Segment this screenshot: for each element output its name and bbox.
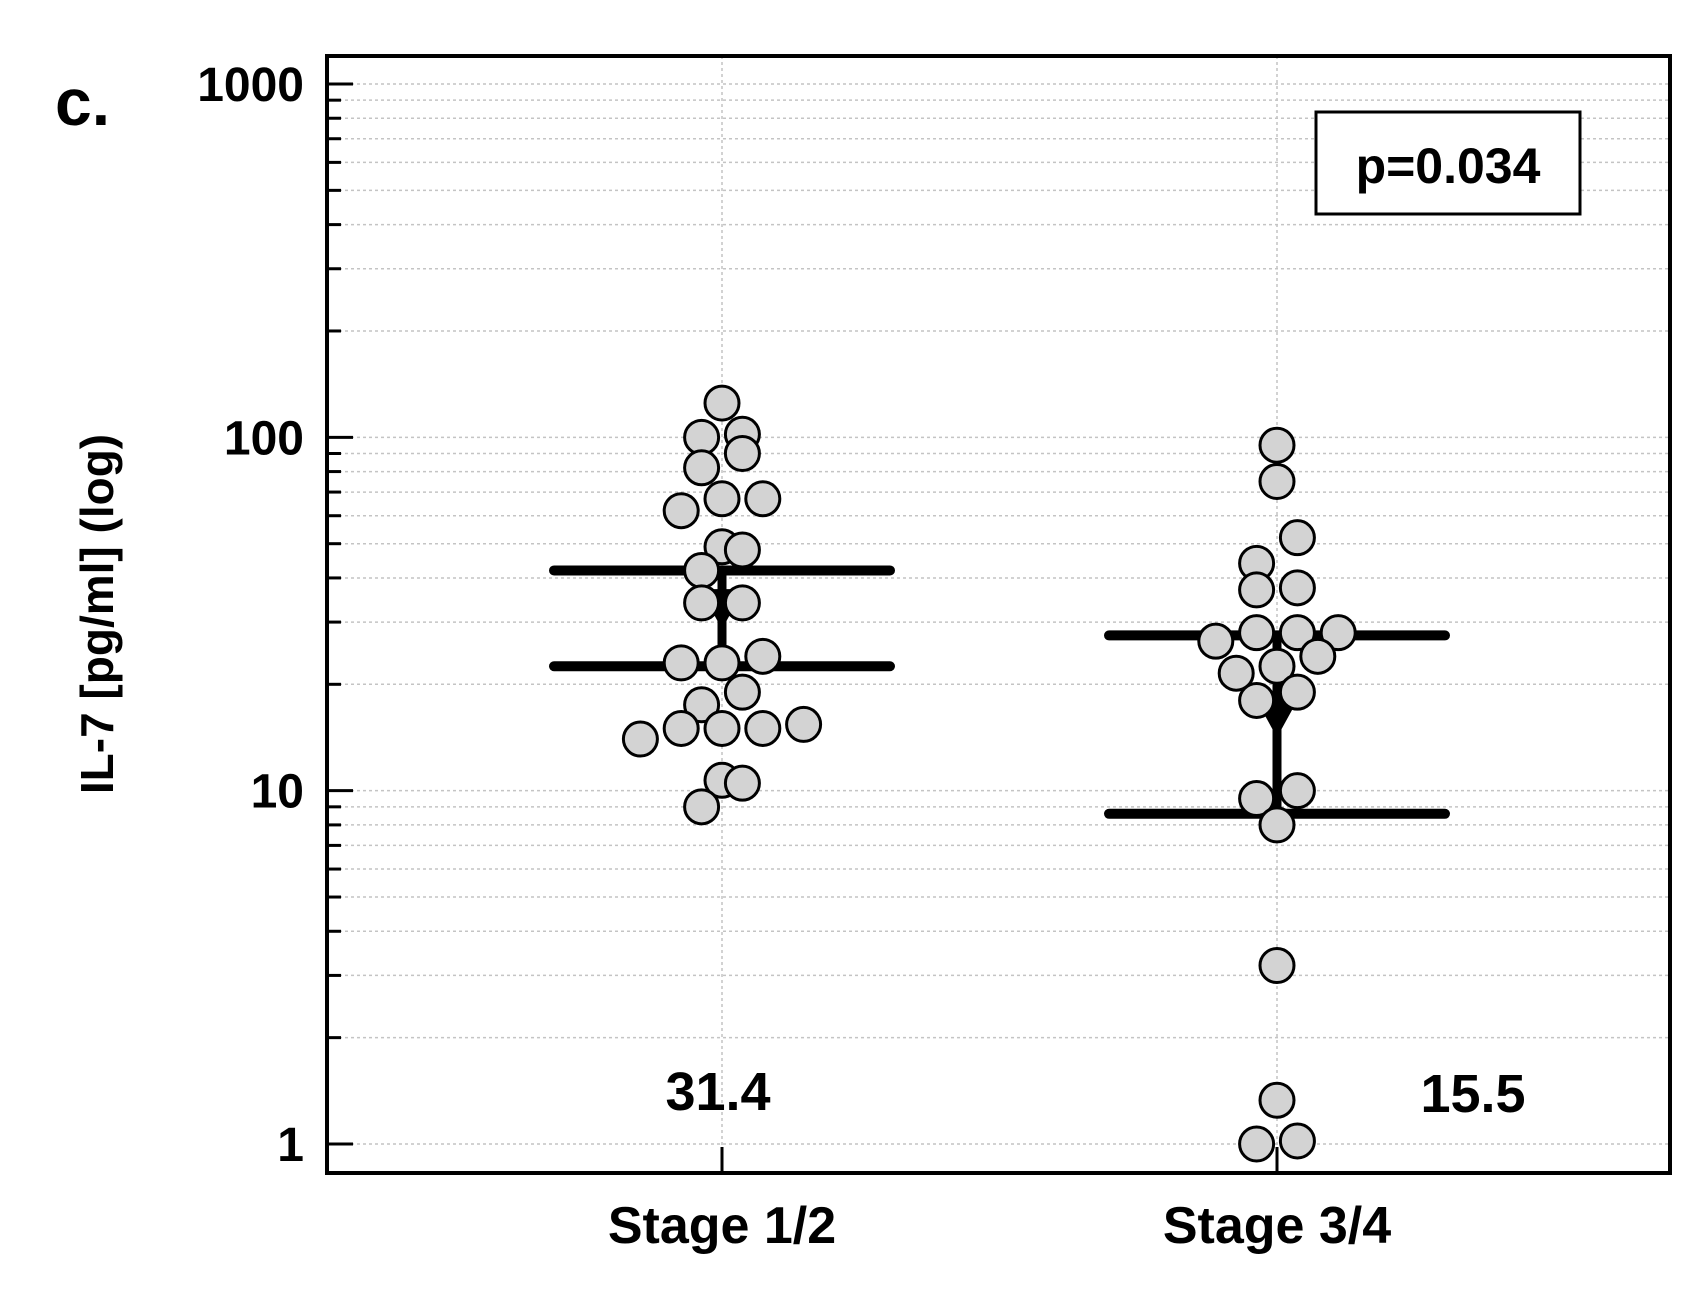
data-point (1238, 681, 1276, 719)
plot-frame (325, 54, 1672, 1175)
data-point (1238, 1125, 1276, 1163)
data-point (1238, 614, 1276, 652)
data-point (683, 584, 721, 622)
y-tick-label: 10 (251, 766, 304, 819)
data-point (1278, 673, 1316, 711)
data-point (1278, 1122, 1316, 1160)
data-point (744, 709, 782, 747)
x-tick-label: Stage 3/4 (1163, 1197, 1391, 1255)
data-point (723, 584, 761, 622)
data-point (785, 705, 823, 743)
data-point (723, 764, 761, 802)
data-point (662, 709, 700, 747)
data-point (683, 788, 721, 826)
y-ticks: 1 10 100 1000 (197, 59, 353, 1172)
data-point (1258, 1081, 1296, 1119)
data-point (1299, 637, 1337, 675)
data-point (683, 418, 721, 456)
y-tick-label: 100 (224, 412, 304, 465)
y-tick-label: 1000 (197, 59, 304, 112)
data-point (1258, 426, 1296, 464)
data-point (744, 480, 782, 518)
data-point (1319, 614, 1357, 652)
data-point (683, 551, 721, 589)
x-labels: Stage 1/2 Stage 3/4 (608, 1147, 1391, 1255)
y-axis-label: IL-7 [pg/ml] (log) (71, 434, 123, 794)
data-point (723, 435, 761, 473)
data-point (703, 709, 741, 747)
data-point (662, 644, 700, 682)
y-tick-label: 1 (277, 1119, 304, 1172)
data-point (703, 480, 741, 518)
axes (325, 54, 1672, 1175)
data-point (1258, 647, 1296, 685)
data-point (1278, 614, 1316, 652)
data-point (1258, 462, 1296, 500)
p-value-frame (1314, 110, 1582, 216)
panel-label: c. (55, 65, 110, 139)
data-point (1258, 806, 1296, 844)
data-point (1238, 571, 1276, 609)
data-point (744, 637, 782, 675)
data-point (1278, 569, 1316, 607)
data-point (621, 720, 659, 758)
data-point (683, 449, 721, 487)
data-point (703, 384, 741, 422)
median-value-label: 15.5 (1420, 1064, 1525, 1124)
data-point (1258, 947, 1296, 985)
data-point (662, 492, 700, 530)
grid (327, 56, 1670, 1173)
data-points (621, 384, 1357, 1163)
median-labels: 31.4 15.5 (665, 1062, 1525, 1124)
data-point (1278, 519, 1316, 557)
data-point (723, 673, 761, 711)
data-point (723, 531, 761, 569)
data-point (1217, 654, 1255, 692)
median-value-label: 31.4 (665, 1062, 770, 1122)
x-tick-label: Stage 1/2 (608, 1197, 836, 1255)
data-point (1278, 772, 1316, 810)
p-value-box: p=0.034 (1314, 110, 1582, 216)
data-point (703, 644, 741, 682)
data-point (683, 686, 721, 724)
data-point (1197, 622, 1235, 660)
data-point (1238, 780, 1276, 818)
p-value-text: p=0.034 (1356, 138, 1541, 194)
